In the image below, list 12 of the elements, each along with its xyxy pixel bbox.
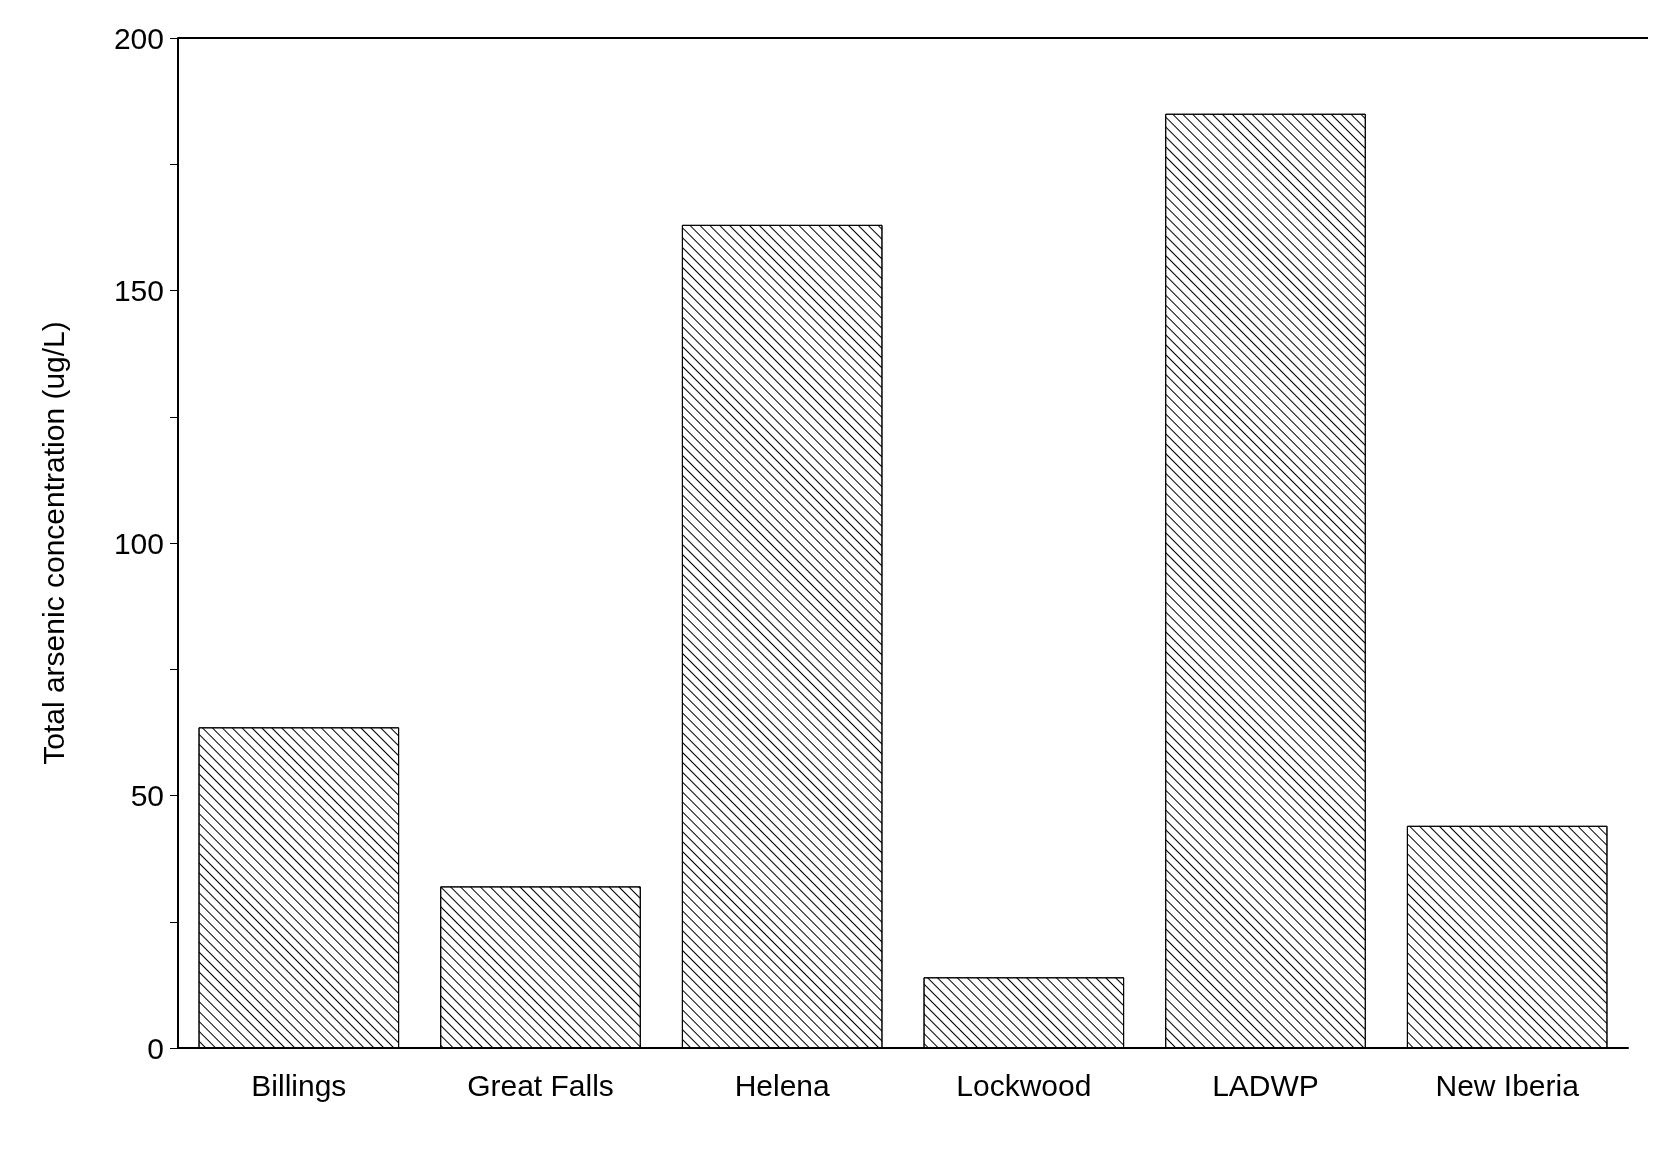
- x-tick-label: New Iberia: [1435, 1068, 1580, 1102]
- y-axis-title: Total arsenic concentration (ug/L): [36, 321, 70, 765]
- x-tick-label: Lockwood: [956, 1068, 1092, 1102]
- x-tick-label: Billings: [251, 1068, 347, 1102]
- x-tick-label: Great Falls: [467, 1068, 614, 1102]
- y-tick-label: 150: [113, 274, 164, 307]
- y-tick-label: 200: [113, 21, 164, 55]
- x-tick-label: LADWP: [1212, 1068, 1319, 1102]
- x-tick-label: Helena: [734, 1068, 831, 1102]
- y-tick-label: 50: [130, 779, 164, 812]
- y-tick-label: 0: [147, 1031, 164, 1065]
- y-tick-label: 100: [113, 526, 164, 560]
